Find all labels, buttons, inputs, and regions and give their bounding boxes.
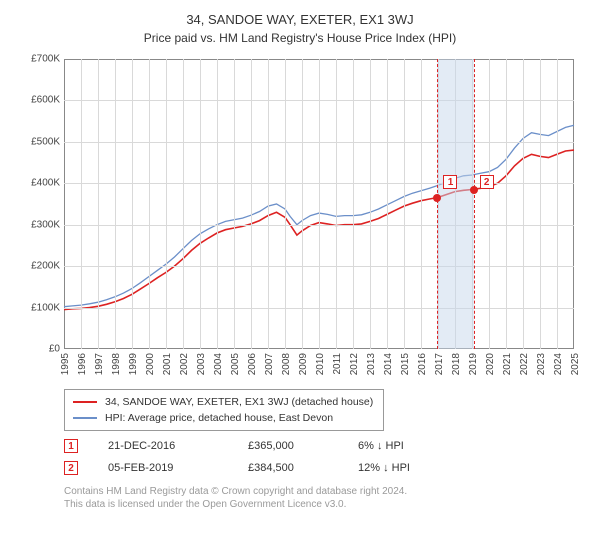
x-axis-tick: 2017	[434, 353, 445, 375]
x-axis-tick: 2023	[536, 353, 547, 375]
x-axis-tick: 2012	[349, 353, 360, 375]
x-gridline	[319, 59, 320, 349]
x-axis-tick: 2014	[383, 353, 394, 375]
x-gridline	[506, 59, 507, 349]
sale-diff: 6% ↓ HPI	[358, 440, 448, 452]
x-axis-tick: 1997	[94, 353, 105, 375]
page-title: 34, SANDOE WAY, EXETER, EX1 3WJ	[18, 12, 582, 27]
x-axis-tick: 2011	[332, 353, 343, 375]
chart-legend: 34, SANDOE WAY, EXETER, EX1 3WJ (detache…	[64, 389, 384, 431]
x-axis-tick: 2021	[502, 353, 513, 375]
y-axis-tick: £600K	[18, 95, 60, 106]
x-axis-tick: 2005	[230, 353, 241, 375]
x-gridline	[353, 59, 354, 349]
x-axis-tick: 2013	[366, 353, 377, 375]
x-axis-tick: 2007	[264, 353, 275, 375]
sale-marker-inline: 2	[64, 461, 78, 475]
x-axis-tick: 2008	[281, 353, 292, 375]
x-axis-tick: 1999	[128, 353, 139, 375]
x-axis-tick: 2003	[196, 353, 207, 375]
sale-marker: 2	[480, 175, 494, 189]
x-gridline	[149, 59, 150, 349]
x-axis-tick: 1995	[60, 353, 71, 375]
footer-line-2: This data is licensed under the Open Gov…	[64, 498, 582, 511]
x-gridline	[489, 59, 490, 349]
x-gridline	[404, 59, 405, 349]
x-gridline	[183, 59, 184, 349]
sale-marker-inline: 1	[64, 439, 78, 453]
y-axis-tick: £0	[18, 344, 60, 355]
x-gridline	[234, 59, 235, 349]
sale-marker: 1	[443, 175, 457, 189]
x-gridline	[251, 59, 252, 349]
x-gridline	[421, 59, 422, 349]
x-gridline	[132, 59, 133, 349]
sale-date: 21-DEC-2016	[108, 440, 218, 452]
x-axis-tick: 2006	[247, 353, 258, 375]
x-gridline	[268, 59, 269, 349]
sale-price: £365,000	[248, 440, 328, 452]
x-gridline	[166, 59, 167, 349]
sale-point	[433, 194, 441, 202]
x-axis-tick: 2024	[553, 353, 564, 375]
legend-label: 34, SANDOE WAY, EXETER, EX1 3WJ (detache…	[105, 394, 373, 410]
x-gridline	[217, 59, 218, 349]
x-gridline	[115, 59, 116, 349]
y-axis-tick: £200K	[18, 261, 60, 272]
x-gridline	[557, 59, 558, 349]
x-axis-tick: 2010	[315, 353, 326, 375]
legend-swatch	[73, 401, 97, 403]
sale-date: 05-FEB-2019	[108, 462, 218, 474]
y-axis-tick: £500K	[18, 136, 60, 147]
x-axis-tick: 1996	[77, 353, 88, 375]
x-gridline	[285, 59, 286, 349]
x-gridline	[523, 59, 524, 349]
legend-item: 34, SANDOE WAY, EXETER, EX1 3WJ (detache…	[73, 394, 375, 410]
x-gridline	[540, 59, 541, 349]
sales-table: 1 21-DEC-2016 £365,000 6% ↓ HPI 2 05-FEB-2019…	[18, 439, 582, 475]
x-gridline	[370, 59, 371, 349]
x-axis-tick: 1998	[111, 353, 122, 375]
footer-line-1: Contains HM Land Registry data © Crown c…	[64, 485, 582, 498]
x-axis-tick: 2000	[145, 353, 156, 375]
x-axis-tick: 2018	[451, 353, 462, 375]
x-gridline	[81, 59, 82, 349]
x-axis-tick: 2009	[298, 353, 309, 375]
footer-attribution: Contains HM Land Registry data © Crown c…	[64, 485, 582, 511]
x-axis-tick: 2002	[179, 353, 190, 375]
x-axis-tick: 2015	[400, 353, 411, 375]
x-axis-tick: 2004	[213, 353, 224, 375]
highlight-band	[437, 59, 473, 349]
legend-swatch	[73, 417, 97, 419]
sale-point	[470, 186, 478, 194]
y-axis-tick: £400K	[18, 178, 60, 189]
legend-label: HPI: Average price, detached house, East…	[105, 410, 333, 426]
y-axis-tick: £300K	[18, 219, 60, 230]
x-gridline	[98, 59, 99, 349]
sale-row: 2 05-FEB-2019 £384,500 12% ↓ HPI	[64, 461, 582, 475]
sale-price: £384,500	[248, 462, 328, 474]
x-gridline	[200, 59, 201, 349]
x-axis-tick: 2019	[468, 353, 479, 375]
legend-item: HPI: Average price, detached house, East…	[73, 410, 375, 426]
x-axis-tick: 2020	[485, 353, 496, 375]
x-gridline	[387, 59, 388, 349]
y-axis-tick: £700K	[18, 54, 60, 65]
x-gridline	[302, 59, 303, 349]
sale-diff: 12% ↓ HPI	[358, 462, 448, 474]
sale-vline	[437, 59, 438, 349]
y-axis-tick: £100K	[18, 302, 60, 313]
x-gridline	[336, 59, 337, 349]
sale-vline	[474, 59, 475, 349]
x-axis-tick: 2016	[417, 353, 428, 375]
sale-row: 1 21-DEC-2016 £365,000 6% ↓ HPI	[64, 439, 582, 453]
x-axis-tick: 2001	[162, 353, 173, 375]
x-axis-tick: 2022	[519, 353, 530, 375]
price-chart: £0 £100K £200K £300K £400K £500K £600K £700K 199…	[18, 53, 582, 383]
page-subtitle: Price paid vs. HM Land Registry's House …	[18, 31, 582, 45]
x-axis-tick: 2025	[570, 353, 581, 375]
